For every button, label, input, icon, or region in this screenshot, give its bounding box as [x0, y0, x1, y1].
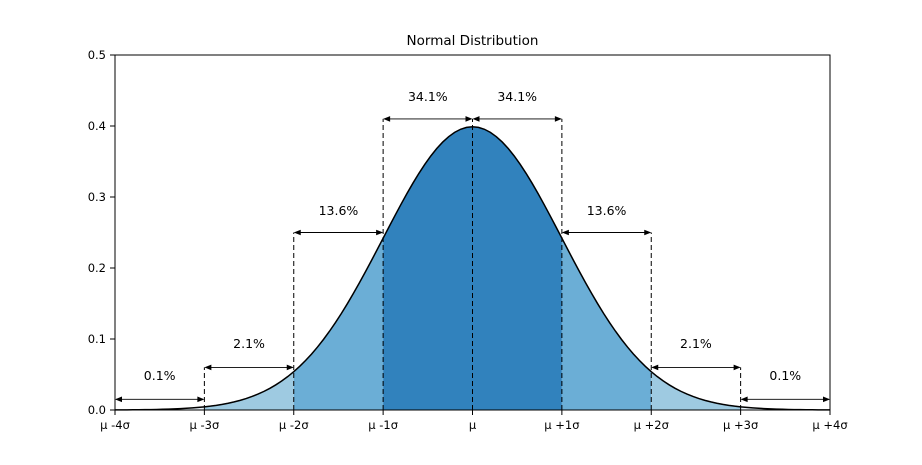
x-tick-label: μ -3σ: [190, 418, 220, 432]
annotation-label: 0.1%: [144, 368, 176, 383]
arrowhead-left-icon: [204, 364, 212, 371]
region-fill: [204, 371, 294, 410]
arrowhead-left-icon: [293, 229, 301, 236]
annotation-label: 2.1%: [680, 336, 712, 351]
arrowhead-left-icon: [383, 116, 391, 122]
y-tick-label: 0.4: [88, 119, 106, 133]
x-tick-label: μ -4σ: [100, 418, 130, 432]
x-tick-label: μ: [469, 418, 477, 432]
arrowhead-left-icon: [472, 116, 480, 122]
y-tick-label: 0.1: [88, 332, 106, 346]
arrowhead-right-icon: [286, 364, 294, 371]
arrowhead-right-icon: [554, 116, 562, 122]
annotation-label: 0.1%: [769, 368, 801, 383]
arrowhead-right-icon: [197, 396, 205, 403]
arrowhead-right-icon: [733, 364, 741, 371]
annotation-label: 34.1%: [408, 89, 448, 104]
arrowhead-right-icon: [644, 229, 652, 236]
x-tick-label: μ +2σ: [634, 418, 669, 432]
arrowhead-left-icon: [561, 229, 569, 236]
arrowhead-left-icon: [740, 396, 748, 403]
region-fill: [651, 371, 741, 410]
arrowhead-right-icon: [376, 229, 384, 236]
annotation-label: 2.1%: [233, 336, 265, 351]
arrowhead-left-icon: [115, 396, 122, 403]
y-tick-label: 0.0: [88, 403, 106, 417]
x-tick-label: μ +4σ: [812, 418, 847, 432]
chart-title: Normal Distribution: [406, 33, 539, 49]
annotation-label: 13.6%: [587, 203, 627, 218]
x-tick-label: μ +3σ: [723, 418, 758, 432]
annotation-label: 34.1%: [497, 89, 537, 104]
annotation-label: 13.6%: [319, 203, 359, 218]
y-tick-label: 0.3: [88, 190, 106, 204]
arrowhead-right-icon: [465, 116, 473, 122]
arrowhead-left-icon: [651, 364, 659, 371]
x-tick-label: μ -2σ: [279, 418, 309, 432]
region-fill: [383, 126, 473, 410]
y-tick-label: 0.5: [88, 48, 106, 62]
x-tick-label: μ +1σ: [544, 418, 579, 432]
bell-curve: [114, 125, 831, 411]
x-tick-label: μ -1σ: [368, 418, 398, 432]
region-fill: [472, 126, 562, 410]
arrowhead-right-icon: [823, 396, 830, 403]
y-tick-label: 0.2: [88, 261, 106, 275]
